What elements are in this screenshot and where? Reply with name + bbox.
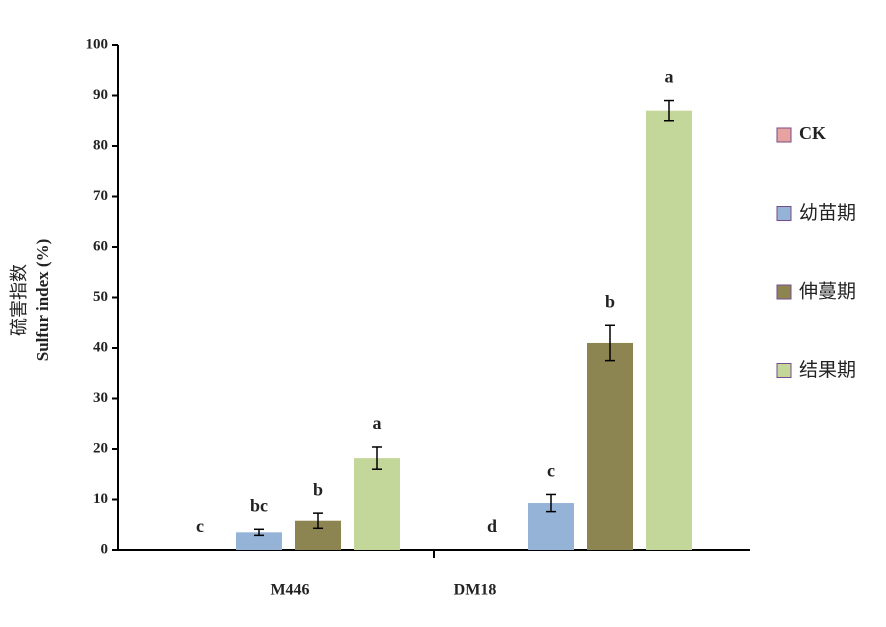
y-tick-label: 70: [93, 188, 108, 204]
legend-swatch: [776, 206, 792, 221]
y-axis-title-cn: 硫害指数: [9, 264, 30, 336]
y-tick-label: 10: [93, 491, 108, 507]
y-tick-label: 30: [93, 390, 108, 406]
significance-label: a: [665, 67, 674, 87]
y-tick-label: 0: [101, 541, 109, 557]
y-tick-label: 80: [93, 137, 108, 153]
legend-label: 伸蔓期: [799, 281, 856, 303]
y-axis-title-en: Sulfur index (%): [33, 239, 52, 362]
y-tick-label: 40: [93, 339, 108, 355]
x-tick-label: M446: [270, 582, 309, 599]
legend-swatch: [776, 284, 792, 300]
error-bar: [605, 324, 615, 362]
bar: [587, 342, 633, 550]
y-tick-label: 20: [93, 440, 108, 456]
y-tick-label: 90: [93, 87, 108, 103]
legend-label: 结果期: [799, 359, 856, 381]
bar: [354, 458, 400, 550]
significance-label: bc: [250, 495, 268, 515]
y-tick-label: 50: [93, 289, 108, 305]
legend-label: 幼苗期: [799, 202, 856, 224]
x-tick-label: DM18: [454, 582, 497, 599]
y-tick-label: 100: [86, 36, 109, 52]
significance-label: d: [487, 516, 497, 536]
error-bar: [254, 528, 264, 537]
significance-label: b: [605, 291, 615, 311]
bar: [646, 110, 692, 551]
error-bar: [664, 99, 674, 122]
legend-label: CK: [799, 123, 826, 143]
significance-label: c: [547, 461, 555, 481]
y-tick-label: 60: [93, 238, 108, 254]
significance-label: a: [373, 413, 382, 433]
y-axis-title: 硫害指数 Sulfur index (%): [9, 239, 52, 362]
error-bar: [546, 493, 556, 513]
error-bar: [313, 512, 323, 530]
error-bar: [372, 446, 382, 470]
significance-label: b: [313, 479, 323, 499]
legend-swatch: [776, 363, 792, 378]
bar: [236, 532, 282, 550]
significance-label: c: [196, 516, 204, 536]
legend-swatch: [776, 127, 792, 143]
